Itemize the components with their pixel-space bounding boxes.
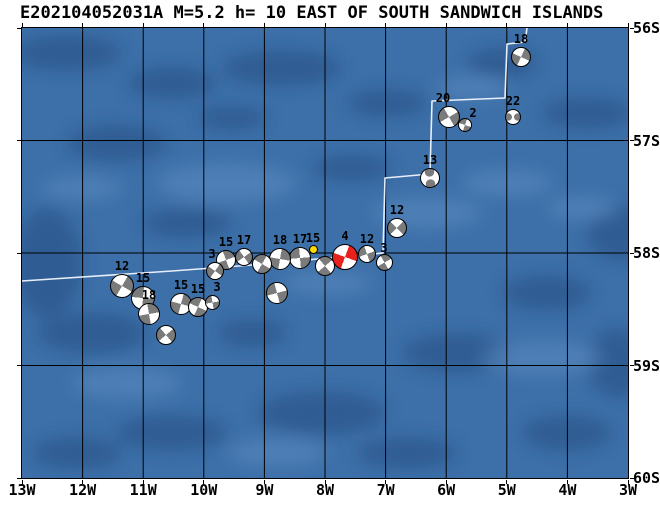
focal-mechanism-beachball	[252, 254, 272, 274]
latitude-label: 57S	[633, 131, 660, 150]
focal-mechanism-beachball	[138, 303, 160, 325]
event-day-label: 15	[305, 230, 321, 245]
lon-tick-bottom	[142, 480, 144, 484]
latitude-label: 60S	[633, 469, 660, 487]
lon-tick-top	[627, 23, 629, 27]
event-epicenter-dot	[308, 244, 318, 254]
longitude-label: 9W	[255, 481, 274, 499]
lon-tick-top	[445, 23, 447, 27]
longitude-label: 12W	[69, 481, 97, 499]
event-day-label: 4	[341, 229, 349, 243]
lon-tick-bottom	[385, 480, 387, 484]
longitude-label: 10W	[190, 481, 218, 499]
lat-tick-left	[17, 27, 21, 29]
lon-tick-top	[142, 23, 144, 27]
latitude-label: 56S	[633, 19, 660, 37]
lon-tick-top	[324, 23, 326, 27]
map-canvas	[22, 28, 628, 478]
event-day-label: 15	[173, 278, 189, 292]
lon-tick-top	[506, 23, 508, 27]
lon-tick-top	[263, 23, 265, 27]
lon-tick-bottom	[21, 480, 23, 484]
event-day-label: 17	[292, 232, 308, 246]
latitude-label: 59S	[633, 356, 660, 375]
event-day-label: 22	[505, 94, 521, 108]
focal-mechanism-beachball	[235, 248, 253, 266]
focal-mechanism-highlighted-red	[332, 244, 358, 270]
lon-tick-bottom	[566, 480, 568, 484]
event-day-label: 15	[190, 282, 206, 296]
event-day-label: 3	[208, 247, 216, 261]
longitude-label: 5W	[497, 481, 516, 499]
event-day-label: 18	[272, 233, 288, 247]
event-day-label: 20	[435, 91, 451, 105]
lat-tick-left	[17, 252, 21, 254]
focal-mechanism-beachball	[387, 218, 407, 238]
lon-tick-top	[82, 23, 84, 27]
lat-tick-left	[17, 365, 21, 366]
lon-tick-top	[385, 23, 387, 27]
event-day-label: 12	[389, 203, 405, 217]
lon-tick-bottom	[627, 480, 629, 484]
event-day-label: 2	[469, 106, 477, 120]
focal-mechanism-beachball	[358, 245, 376, 263]
longitude-label: 11W	[129, 481, 157, 499]
longitude-label: 3W	[618, 481, 638, 499]
event-day-label: 3	[213, 279, 221, 294]
event-day-label: 12	[359, 232, 375, 246]
plot-title: E202104052031A M=5.2 h= 10 EAST OF SOUTH…	[20, 3, 604, 23]
focal-mechanism-beachball	[315, 256, 335, 276]
focal-mechanism-beachball	[110, 274, 134, 298]
focal-mechanism-beachball	[438, 106, 460, 128]
lon-tick-bottom	[324, 480, 326, 484]
event-day-label: 18	[141, 288, 157, 302]
focal-mechanism-beachball	[206, 262, 224, 280]
focal-mechanism-beachball	[204, 294, 220, 310]
event-day-label: 15	[135, 271, 151, 285]
latitude-label: 58S	[633, 244, 660, 262]
lon-tick-top	[21, 23, 23, 27]
focal-mechanism-beachball	[269, 248, 291, 270]
focal-mechanism-beachball	[375, 253, 393, 271]
lon-tick-bottom	[203, 480, 205, 484]
event-day-label: 3	[380, 240, 388, 255]
lat-tick-left	[17, 477, 21, 479]
focal-mechanism-beachball	[511, 47, 531, 67]
lat-tick-right	[630, 140, 634, 141]
event-day-label: 15	[218, 235, 234, 249]
lat-tick-left	[17, 140, 21, 141]
longitude-label: 8W	[315, 481, 335, 499]
focal-mechanism-beachball	[289, 247, 311, 269]
focal-mechanism-beachball	[156, 325, 176, 345]
focal-mechanism-beachball	[458, 118, 472, 132]
lon-tick-top	[566, 23, 568, 27]
lat-tick-right	[630, 365, 634, 366]
ocean-bathymetry-texture	[22, 35, 628, 469]
map-frame: 18 20 2 22 13 12 15 4 12 3 17 18 17 15 3 12 15 18 15 15 3	[21, 27, 629, 479]
lon-tick-bottom	[506, 480, 508, 484]
longitude-label: 13W	[8, 481, 36, 499]
lon-tick-top	[203, 23, 205, 27]
longitude-label: 4W	[558, 481, 577, 499]
focal-mechanism-beachball	[266, 282, 288, 304]
event-day-label: 17	[236, 233, 252, 247]
focal-mechanism-thrust	[505, 109, 521, 125]
event-day-label: 12	[114, 259, 130, 273]
longitude-label: 7W	[376, 481, 395, 499]
event-day-label: 18	[513, 32, 529, 46]
longitude-label: 6W	[437, 481, 456, 499]
lat-tick-right	[630, 477, 634, 479]
lat-tick-right	[630, 252, 634, 254]
lon-tick-bottom	[82, 480, 84, 484]
lon-tick-bottom	[263, 480, 265, 484]
lon-tick-bottom	[445, 480, 447, 484]
graticule-grid	[22, 28, 628, 478]
event-day-label: 13	[422, 153, 438, 167]
lat-tick-right	[630, 27, 634, 29]
